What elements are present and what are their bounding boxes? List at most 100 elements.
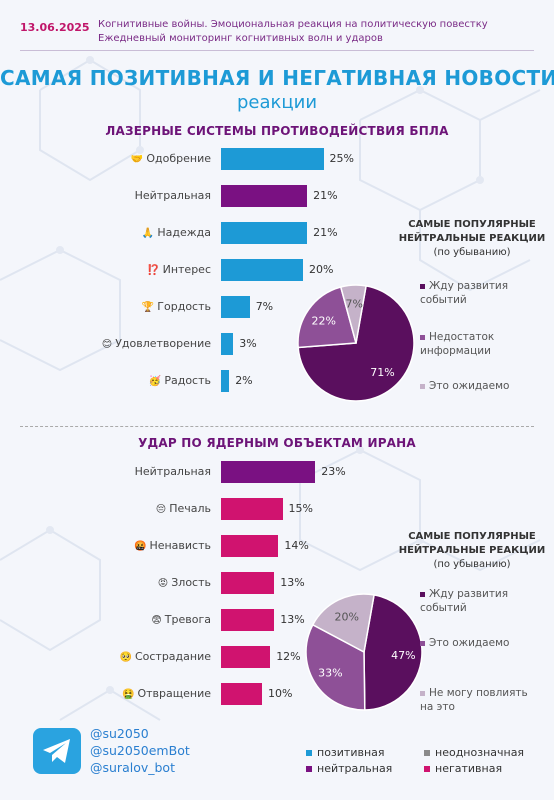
section2-pie-subtitle: (по убыванию) [433,559,511,570]
section1-emoji-icon: 🤝 [130,154,144,165]
section1-category-label: 🤝 Одобрение [11,152,211,165]
section2-category-label: 🤮 Отвращение [11,687,211,700]
section1-category-label: 😊 Удовлетворение [11,337,211,350]
section2-bar [221,535,279,557]
section2-emoji-icon: 🤬 [134,541,147,552]
section2-legend-text: Не могу повлиять на это [420,687,528,713]
section1-bar [221,185,308,207]
section1-category-label: 🙏 Надежда [11,226,211,239]
section1-emoji-icon: 🏆 [141,302,155,313]
section2-pie-slice [311,593,375,654]
section2-pie-slice [363,594,423,711]
section1-pie-legend-item: Недостаток информации [420,330,535,358]
section1-pie-value-label: 71% [370,366,394,379]
section2-category-label: 🥺 Сострадание [11,650,212,663]
section1-emoji-icon: ⁉️ [147,265,160,276]
section2-pie-legend-item: Не могу повлиять на это [420,686,535,714]
section1-pie-slice [297,286,357,349]
section2-pie-value-label: 33% [318,667,342,680]
footer-handle-2[interactable]: @su2050emBot [90,743,190,758]
section2-category-text: Нейтральная [134,465,211,478]
section2-emoji-icon: 😔 [155,504,167,515]
section2-category-label: 😔 Печаль [11,502,211,515]
section2-emoji-icon: 🥺 [119,652,132,663]
section2-category-text: Отвращение [137,687,211,700]
section2-category-label: Нейтральная [11,465,211,478]
section1-legend-swatch [420,334,425,340]
section1-pie-title-line2: НЕЙТРАЛЬНЫЕ РЕАКЦИИ [398,233,546,244]
section1-category-text: Удовлетворение [115,337,211,350]
section2-category-label: 😨 Тревога [11,613,211,626]
section1-legend-text: Это ожидаемо [429,380,510,392]
section1-legend-text: Жду развития событий [420,280,509,306]
section1-pie-chart: 71% 22% 7% [297,284,415,402]
section1-emoji-icon: 😊 [101,339,113,350]
section2-value-label: 13% [280,576,305,589]
section2-legend-swatch [420,591,425,597]
main-subtitle: реакции [236,92,318,113]
section1-pie-title-line1: САМЫЕ ПОПУЛЯРНЫЕ [408,219,536,230]
section2-bar [221,461,316,483]
section1-category-label: 🥳 Радость [11,374,211,387]
section2-category-text: Печаль [169,502,211,515]
section1-legend-swatch [420,283,425,289]
footer-handle-1[interactable]: @su2050 [90,726,149,741]
report-subtitle-line2: Ежедневный мониторинг когнитивных волн и… [98,33,383,44]
section2-emoji-icon: 🤮 [122,689,135,700]
report-subtitle-line1: Когнитивные войны. Эмоциональная реакция… [98,19,488,30]
section2-bar [221,609,275,631]
section2-legend-swatch [420,640,425,646]
section1-bar [221,222,308,244]
section1-category-label: ⁉️ Интерес [11,263,211,276]
section1-category-label: 🏆 Гордость [11,300,211,313]
section-divider [20,426,534,427]
footer-handle-3[interactable]: @suralov_bot [90,760,175,775]
section1-category-text: Нейтральная [134,189,211,202]
section2-category-text: Злость [171,576,211,589]
section2-legend-text: Жду развития событий [420,588,509,614]
section2-pie-title-line1: САМЫЕ ПОПУЛЯРНЫЕ [408,531,536,542]
section1-value-label: 3% [239,337,257,350]
section1-bar [221,296,250,318]
legend-neutral: нейтральная [306,762,392,775]
section1-value-label: 20% [309,263,334,276]
section2-legend-text: Это ожидаемо [429,637,510,649]
section2-category-label: 😡 Злость [11,576,211,589]
section2-legend-swatch [420,690,425,696]
section1-pie-slice [339,284,367,344]
legend-negative: негативная [424,762,502,775]
section2-pie-legend-item: Жду развития событий [420,587,535,615]
section2-pie-value-label: 20% [334,611,358,624]
section2-pie-chart: 47% 33% 20% [305,593,423,711]
section1-bar [221,370,230,392]
section2-category-text: Сострадание [134,650,211,663]
section2-category-text: Тревога [164,613,211,626]
section1-value-label: 21% [313,189,338,202]
legend-ambiguous: неоднозначная [424,746,524,759]
section2-pie-legend-item: Это ожидаемо [420,636,535,650]
section1-bar [221,148,324,170]
telegram-logo [33,728,81,774]
section2-pie-title-line2: НЕЙТРАЛЬНЫЕ РЕАКЦИИ [398,545,546,556]
section2-emoji-icon: 😡 [157,578,169,589]
section1-value-label: 7% [255,300,274,313]
header-divider [20,50,534,51]
section1-bar [221,333,234,355]
report-date: 13.06.2025 [20,21,90,34]
section1-category-text: Радость [164,374,211,387]
section2-pie-slice [305,623,366,711]
section1-value-label: 2% [235,374,253,387]
section2-category-text: Ненависть [149,539,211,552]
section2-pie-header: САМЫЕ ПОПУЛЯРНЫЕ НЕЙТРАЛЬНЫЕ РЕАКЦИИ (по… [392,530,552,572]
section2-value-label: 10% [268,687,293,700]
section1-bar [221,259,303,281]
section1-value-label: 21% [313,226,338,239]
legend-positive: позитивная [306,746,385,759]
section1-pie-header: САМЫЕ ПОПУЛЯРНЫЕ НЕЙТРАЛЬНЫЕ РЕАКЦИИ (по… [392,218,552,260]
section1-emoji-icon: 🥳 [148,376,162,387]
section1-category-text: Гордость [157,300,211,313]
section2-value-label: 15% [288,502,313,515]
section1-legend-swatch [420,383,425,389]
section2-title: УДАР ПО ЯДЕРНЫМ ОБЪЕКТАМ ИРАНА [138,436,416,450]
